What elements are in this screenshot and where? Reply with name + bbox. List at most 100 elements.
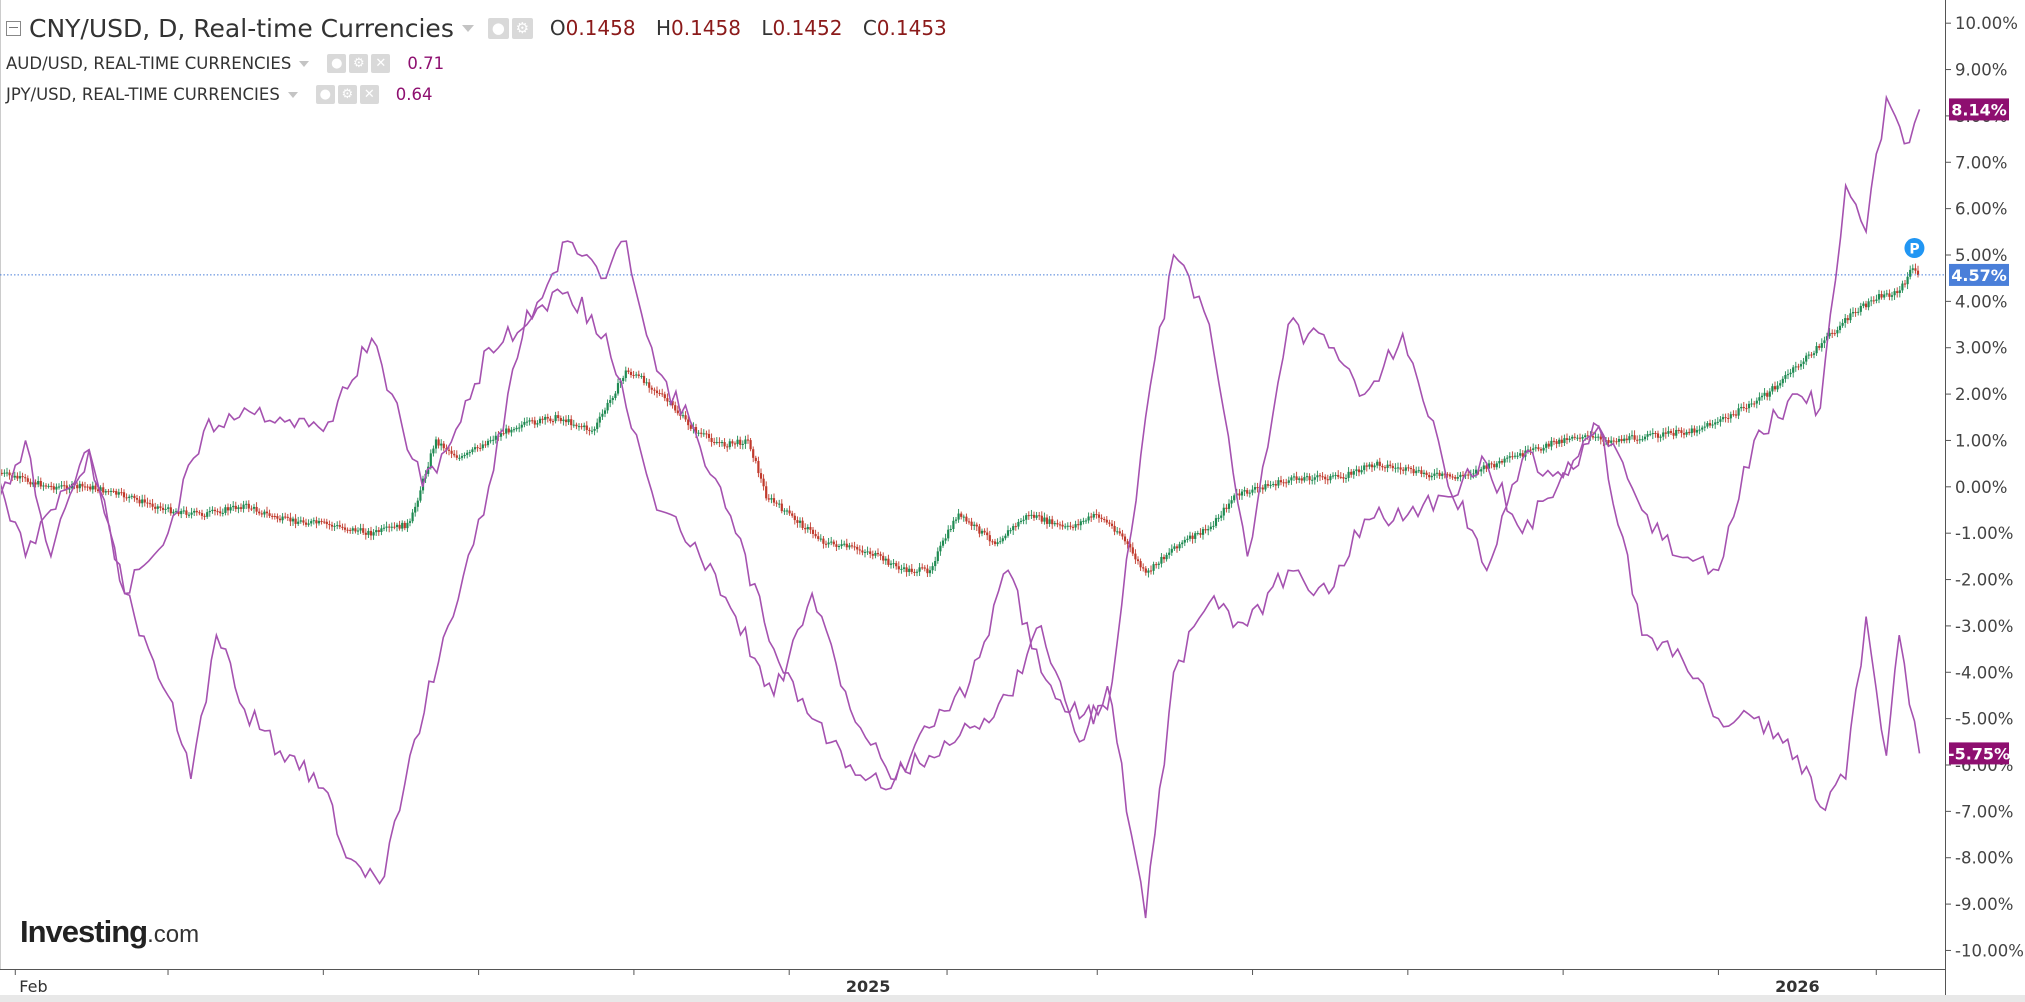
cny-candle [1636,439,1639,441]
close-icon[interactable]: ✕ [371,54,391,73]
ohlc-open-key: O [549,16,566,40]
cny-candle [224,507,227,513]
cny-candle [96,489,100,492]
cny-candle [1126,541,1129,545]
cny-candle [1716,421,1719,423]
cny-candles [0,263,1920,578]
chevron-down-icon[interactable] [299,60,310,67]
logo-name: Investing [20,914,148,949]
cny-candle [1079,521,1082,526]
cny-candle [1019,520,1023,522]
cny-candle [148,503,152,505]
cny-candle [718,442,721,444]
cny-candle [1300,478,1303,481]
cny-candle [286,516,289,518]
cny-candle [1396,467,1400,469]
settings-gear-icon[interactable]: ⚙ [511,17,533,39]
cny-candle [754,457,757,461]
cny-candle [1911,268,1914,270]
cny-candle [47,485,50,487]
cny-candle [746,439,750,441]
cny-candle [1339,476,1342,478]
cny-candle [1092,514,1095,518]
cny-candle [356,530,360,532]
x-tick-label: Feb [19,977,47,996]
cny-candle [1040,515,1043,522]
visibility-eye-icon[interactable]: ● [487,17,509,39]
cny-candle [1222,507,1225,516]
cny-candle [1220,515,1223,518]
cny-candle [1779,383,1782,386]
cny-candle [1178,544,1181,549]
cny-candle [60,485,63,487]
cny-candle [390,526,393,528]
cny-candle [1199,533,1202,535]
cny-candle [1295,476,1298,480]
cny-candle [367,530,370,535]
cny-candle [330,524,334,527]
cny-candle [905,567,908,573]
y-tick-label: 4.00% [1955,292,2007,311]
cny-candle [1162,556,1166,560]
cny-candle [733,443,737,445]
cny-candle [1129,544,1132,548]
cny-candle [1363,465,1366,471]
cny-candle [1321,476,1324,478]
y-tick-label: -9.00% [1955,895,2013,914]
cny-candle [1914,268,1917,271]
cny-candle [583,425,586,428]
cny-candle [65,485,68,490]
cny-candle [1771,386,1774,392]
cny-candle [208,511,211,513]
cny-candle [1542,447,1545,451]
cny-candle [432,448,435,454]
cny-candle [427,466,430,474]
cny-candle [1870,300,1873,302]
cny-candle [1880,294,1883,298]
y-tick-label: 3.00% [1955,339,2007,358]
cny-candle [772,498,776,503]
cny-candle [1615,441,1618,443]
cny-candle [1823,340,1826,344]
collapse-icon[interactable] [6,20,21,36]
ohlc-high-key: H [655,16,671,40]
cny-candle [1038,515,1041,517]
cny-candle [1183,539,1186,543]
cny-candle [980,530,984,534]
cny-candle [1139,561,1142,568]
visibility-eye-icon[interactable]: ● [327,54,347,73]
overlay-aud-value: 0.71 [407,54,445,73]
cny-candle [143,499,146,503]
cny-candle [494,435,497,440]
cny-candle [1225,507,1228,509]
cny-candle [705,433,708,435]
visibility-eye-icon[interactable]: ● [315,85,335,104]
cny-candle [1425,472,1428,475]
overlay-legend-jpy: JPY/USD, REAL-TIME CURRENCIES ● ⚙ ✕ 0.64 [6,79,961,110]
cny-candle [510,429,513,433]
cny-candle [952,520,955,530]
chevron-down-icon[interactable] [287,91,298,98]
cny-candle [611,398,614,400]
settings-gear-icon[interactable]: ⚙ [337,85,357,104]
cny-candle [845,543,848,548]
settings-gear-icon[interactable]: ⚙ [349,54,369,73]
cny-candle [68,488,71,490]
cny-candle [713,442,716,444]
cny-candle [1610,440,1613,443]
cny-candle [739,439,742,445]
cny-candle [1123,536,1127,542]
cny-candle [1862,303,1865,306]
cny-candle [91,485,94,490]
cny-candle [928,570,932,574]
cny-candle [967,521,971,523]
cny-candle [1586,435,1589,437]
close-icon[interactable]: ✕ [359,85,379,104]
chevron-down-icon[interactable] [461,24,474,32]
cny-candle [1485,465,1488,469]
cny-candle [585,425,588,430]
cny-candle [395,524,399,528]
cny-candle [471,449,474,453]
cny-candle [562,419,565,422]
